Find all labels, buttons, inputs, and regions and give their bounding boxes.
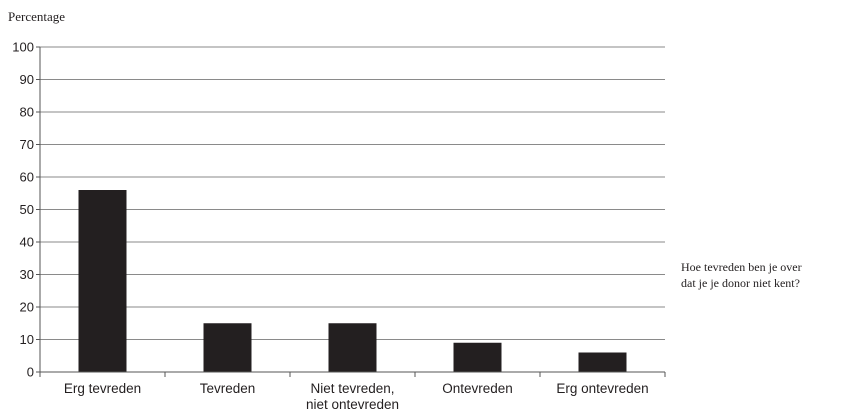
y-tick-label-0: 0 — [27, 365, 34, 380]
y-axis-label: Percentage — [8, 9, 65, 24]
y-tick-label-100: 100 — [12, 40, 34, 55]
x-category-label-3-line-2: niet ontevreden — [306, 397, 399, 412]
y-tick-label-80: 80 — [20, 105, 34, 120]
y-tick-label-90: 90 — [20, 72, 34, 87]
y-tick-label-50: 50 — [20, 202, 34, 217]
y-tick-label-70: 70 — [20, 137, 34, 152]
y-tick-label-20: 20 — [20, 300, 34, 315]
y-tick-label-60: 60 — [20, 170, 34, 185]
annotation-line-2: dat je je donor niet kent? — [681, 276, 800, 290]
axes — [39, 47, 666, 377]
x-category-label-4: Ontevreden — [442, 381, 513, 396]
x-category-label-1: Erg tevreden — [64, 381, 141, 396]
gridlines — [40, 46, 665, 340]
y-tick-label-40: 40 — [20, 235, 34, 250]
y-tick-label-10: 10 — [20, 332, 34, 347]
bar-2 — [203, 323, 252, 372]
bar-4 — [453, 342, 502, 372]
bar-5 — [578, 352, 627, 372]
chart-question-annotation: Hoe tevreden ben je over dat je je donor … — [681, 260, 802, 290]
x-category-labels: Erg tevreden Tevreden Niet tevreden,niet o… — [64, 381, 649, 412]
x-category-label-2: Tevreden — [200, 381, 256, 396]
bars — [78, 190, 627, 372]
y-tick-labels: 0 10 20 30 40 50 60 70 80 90 100 — [12, 40, 40, 380]
annotation-line-1: Hoe tevreden ben je over — [681, 260, 802, 274]
y-tick-label-30: 30 — [20, 267, 34, 282]
bar-1 — [78, 190, 127, 372]
x-category-label-5: Erg ontevreden — [556, 381, 648, 396]
x-category-label-3: Niet tevreden, — [310, 381, 394, 396]
bar-3 — [328, 323, 377, 372]
